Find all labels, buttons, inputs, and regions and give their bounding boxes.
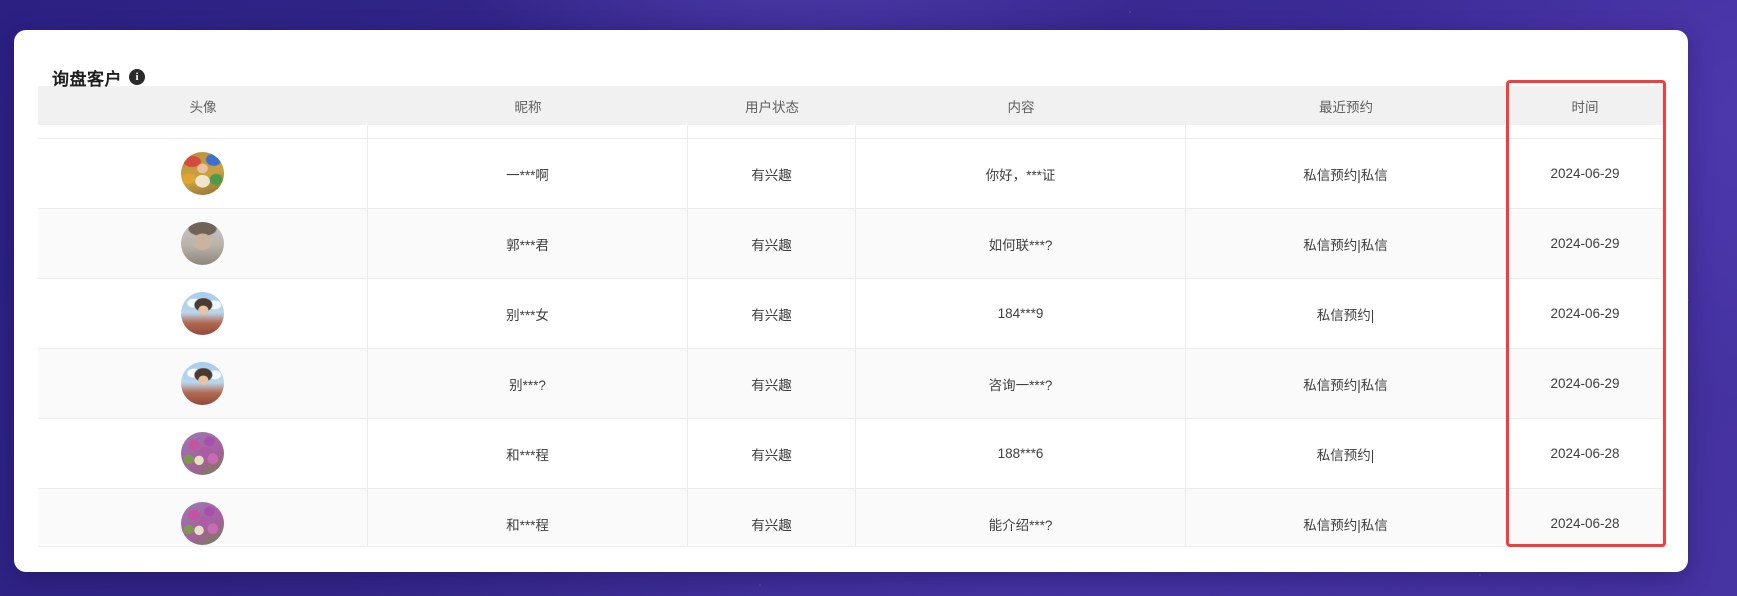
cell-time: 2024-06-29 xyxy=(1550,306,1620,321)
cell-status: 有兴趣 xyxy=(688,209,856,278)
info-icon[interactable]: i xyxy=(129,69,145,85)
cell-nickname: 别***? xyxy=(368,349,688,418)
cell-status: 有兴趣 xyxy=(688,489,856,546)
avatar xyxy=(181,362,224,405)
cell-nickname: 和***程 xyxy=(368,419,688,488)
cell-time: 2024-06-29 xyxy=(1550,236,1620,251)
cell-status: 有兴趣 xyxy=(688,349,856,418)
cell-avatar xyxy=(38,419,368,488)
table-row[interactable]: 郭***君 有兴趣 如何联***? 私信预约|私信 2024-06-29 xyxy=(38,209,1664,279)
page-title: 询盘客户 xyxy=(52,69,122,89)
table-row[interactable]: 一***啊 有兴趣 你好，***证 私信预约|私信 2024-06-29 xyxy=(38,139,1664,209)
cell-avatar xyxy=(38,209,368,278)
column-header-avatar: 头像 xyxy=(189,99,217,115)
cell-status: 有兴趣 xyxy=(688,139,856,208)
table-row[interactable]: 别***女 有兴趣 184***9 私信预约| 2024-06-29 xyxy=(38,279,1664,349)
cell-content: 如何联***? xyxy=(856,209,1186,278)
avatar xyxy=(181,502,224,545)
cell-time: 2024-06-29 xyxy=(1550,166,1620,181)
cell-nickname: 一***啊 xyxy=(368,139,688,208)
cell-nickname: 和***程 xyxy=(368,489,688,546)
inquiry-customers-table: 头像 昵称 用户状态 内容 最近预约 时间 一***啊 有兴趣 你好，***证 私信预约|私信 2… xyxy=(38,86,1664,547)
table-row[interactable]: 和***程 有兴趣 188***6 私信预约| 2024-06-28 xyxy=(38,419,1664,489)
cell-appointment: 私信预约| xyxy=(1186,279,1506,348)
cell-content: 你好，***证 xyxy=(856,139,1186,208)
cell-content: 能介绍***? xyxy=(856,489,1186,546)
cell-content: 咨询一***? xyxy=(856,349,1186,418)
avatar xyxy=(181,222,224,265)
cell-status: 有兴趣 xyxy=(688,419,856,488)
column-header-appointment: 最近预约 xyxy=(1319,99,1373,115)
avatar xyxy=(181,152,224,195)
column-header-time: 时间 xyxy=(1571,99,1599,115)
partial-scrolled-row xyxy=(38,125,1664,139)
column-header-status: 用户状态 xyxy=(745,99,799,115)
column-header-nickname: 昵称 xyxy=(514,99,542,115)
cell-appointment: 私信预约|私信 xyxy=(1186,349,1506,418)
cell-nickname: 别***女 xyxy=(368,279,688,348)
inquiry-customers-card: 询盘客户 i 头像 昵称 用户状态 内容 最近预约 时间 一***啊 有兴趣 你好，***证私… xyxy=(14,30,1688,572)
cell-avatar xyxy=(38,349,368,418)
cell-appointment: 私信预约| xyxy=(1186,419,1506,488)
cell-time: 2024-06-28 xyxy=(1550,446,1620,461)
cell-appointment: 私信预约|私信 xyxy=(1186,209,1506,278)
table-body: 一***啊 有兴趣 你好，***证 私信预约|私信 2024-06-29 郭***君 有兴趣… xyxy=(38,125,1664,547)
cell-avatar xyxy=(38,279,368,348)
cell-nickname: 郭***君 xyxy=(368,209,688,278)
avatar xyxy=(181,292,224,335)
table-header-row: 头像 昵称 用户状态 内容 最近预约 时间 xyxy=(38,86,1664,125)
cell-time: 2024-06-28 xyxy=(1550,516,1620,531)
column-header-content: 内容 xyxy=(1007,99,1035,115)
cell-avatar xyxy=(38,489,368,546)
cell-content: 184***9 xyxy=(856,279,1186,348)
avatar xyxy=(181,432,224,475)
cell-status: 有兴趣 xyxy=(688,279,856,348)
card-title-row: 询盘客户 i xyxy=(38,30,1664,89)
table-row[interactable]: 和***程 有兴趣 能介绍***? 私信预约|私信 2024-06-28 xyxy=(38,489,1664,546)
cell-content: 188***6 xyxy=(856,419,1186,488)
cell-avatar xyxy=(38,139,368,208)
cell-appointment: 私信预约|私信 xyxy=(1186,489,1506,546)
table-row[interactable]: 别***? 有兴趣 咨询一***? 私信预约|私信 2024-06-29 xyxy=(38,349,1664,419)
cell-time: 2024-06-29 xyxy=(1550,376,1620,391)
cell-appointment: 私信预约|私信 xyxy=(1186,139,1506,208)
